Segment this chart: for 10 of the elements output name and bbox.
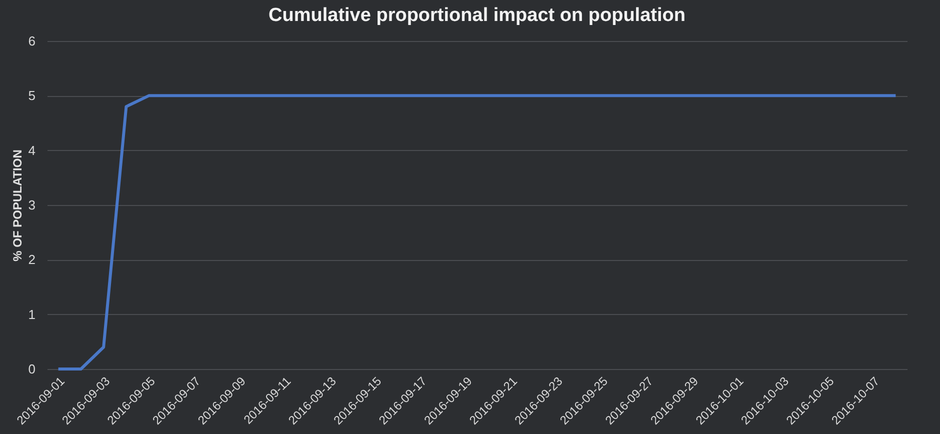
y-tick-label: 2 [28, 252, 36, 268]
chart-title: Cumulative proportional impact on population [268, 5, 686, 26]
y-axis-title: % OF POPULATION [10, 150, 24, 262]
y-tick-label: 5 [28, 88, 36, 104]
y-tick-label: 1 [28, 306, 36, 322]
line-series [56, 94, 898, 370]
y-tick-label: 6 [28, 34, 36, 48]
y-tick-label: 4 [28, 142, 36, 158]
y-tick-label: 3 [28, 198, 36, 212]
y-tick-label: 0 [28, 362, 36, 376]
